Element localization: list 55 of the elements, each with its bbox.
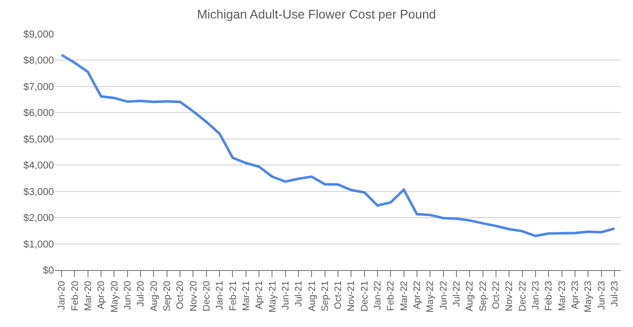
x-tick-label: Jul-23 [610, 280, 621, 307]
x-tick-label: Nov-22 [504, 280, 516, 312]
x-tick-label: Dec-22 [517, 280, 528, 312]
x-tick-label: Jun-23 [596, 280, 608, 310]
y-tick-label: $8,000 [23, 56, 54, 67]
x-tick-label: May-22 [425, 280, 436, 312]
x-tick-label: Sep-21 [320, 280, 331, 312]
x-tick-label: Dec-21 [359, 280, 370, 312]
x-tick-label: Dec-20 [201, 280, 212, 312]
x-tick-label: Apr-21 [254, 280, 266, 310]
x-tick-label: Jan-21 [214, 280, 226, 310]
x-tick-label: Mar-21 [240, 280, 252, 311]
x-tick-label: Feb-22 [386, 280, 397, 311]
y-tick-label: $5,000 [23, 134, 54, 146]
line-series [60, 54, 616, 238]
x-tick-label: Feb-21 [228, 280, 239, 311]
x-tick-label: Mar-22 [398, 280, 410, 311]
x-tick-label: Jan-20 [56, 280, 68, 310]
x-tick-label: Apr-22 [412, 280, 424, 310]
x-tick-label: Aug-21 [306, 280, 318, 312]
x-tick-label: Oct-20 [175, 280, 186, 310]
x-tick-label: Jan-23 [530, 280, 542, 310]
y-tick-label: $9,000 [23, 30, 54, 40]
x-tick-label: Jan-22 [372, 280, 384, 310]
x-tick-label: Aug-20 [148, 280, 160, 312]
x-tick-label: Mar-20 [83, 280, 94, 311]
x-tick-label: Mar-23 [556, 280, 568, 311]
y-tick-label: $7,000 [23, 82, 54, 93]
y-tick-label: $3,000 [23, 186, 54, 198]
x-tick-label: Apr-20 [96, 280, 108, 310]
x-tick-label: Nov-21 [346, 280, 358, 312]
y-tick-label: $2,000 [23, 213, 54, 224]
x-tick-label: Oct-21 [333, 280, 344, 310]
x-tick-label: Nov-20 [188, 280, 200, 312]
y-tick-label: $1,000 [23, 239, 54, 250]
x-tick-label: Jul-21 [294, 280, 305, 307]
x-tick-label: Feb-20 [70, 280, 81, 311]
x-tick-label: Oct-22 [491, 280, 502, 310]
x-tick-label: May-23 [583, 280, 594, 312]
x-tick-label: May-21 [267, 280, 278, 312]
x-tick-label: Apr-23 [570, 280, 582, 310]
x-tick-label: Jul-22 [452, 280, 463, 307]
x-tick-label: Feb-23 [544, 280, 555, 311]
y-tick-label: $0 [42, 266, 54, 276]
x-tick-label: Jul-20 [136, 280, 147, 307]
x-tick-label: Sep-20 [162, 280, 173, 312]
x-tick-label: May-20 [109, 280, 120, 312]
y-tick-label: $4,000 [23, 160, 54, 172]
x-tick-label: Jun-21 [280, 280, 292, 310]
chart-title: Michigan Adult-Use Flower Cost per Pound [196, 8, 436, 22]
x-tick-label: Jun-20 [122, 280, 134, 310]
y-tick-label: $6,000 [23, 108, 54, 120]
x-tick-label: Aug-22 [464, 280, 476, 312]
x-tick-label: Sep-22 [478, 280, 489, 312]
x-tick-label: Jun-22 [438, 280, 450, 310]
